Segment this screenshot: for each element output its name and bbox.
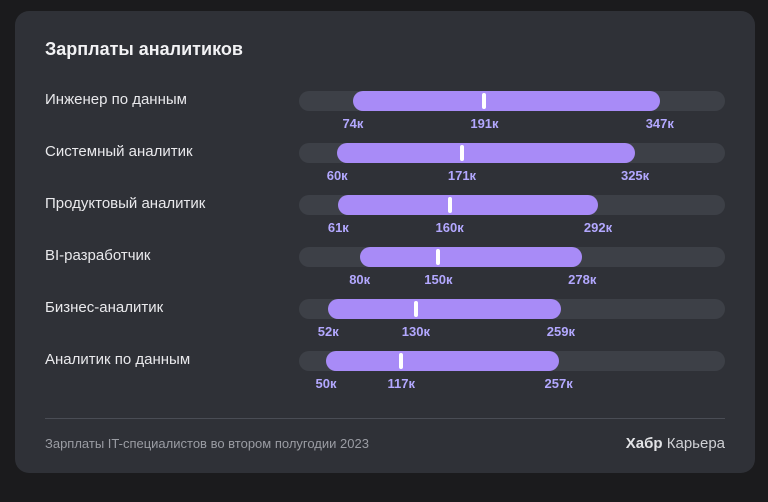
chart-row: Системный аналитик 60к 171к 325к xyxy=(15,143,755,195)
brand-logo[interactable]: Хабр Карьера xyxy=(626,435,725,452)
chart-row: Инженер по данным 74к 191к 347к xyxy=(15,91,755,143)
range-track: 52к 130к 259к xyxy=(299,299,725,339)
category-label: Аналитик по данным xyxy=(45,351,191,368)
min-value-label: 60к xyxy=(326,168,348,183)
median-marker xyxy=(436,249,441,265)
min-value-label: 61к xyxy=(327,220,349,235)
range-track: 80к 150к 278к xyxy=(299,247,725,287)
range-track: 60к 171к 325к xyxy=(299,143,725,183)
median-value-label: 191к xyxy=(470,116,499,131)
min-value-label: 52к xyxy=(317,324,339,339)
max-value-label: 325к xyxy=(620,168,650,183)
min-value-label: 74к xyxy=(342,116,364,131)
max-value-label: 257к xyxy=(544,376,573,391)
max-value-label: 278к xyxy=(568,272,597,287)
median-value-label: 171к xyxy=(447,168,477,183)
salary-range-bar xyxy=(325,351,559,371)
chart-title: Зарплаты аналитиков xyxy=(45,39,243,59)
median-marker xyxy=(399,353,404,369)
chart-row: BI-разработчик 80к 150к 278к xyxy=(15,247,755,299)
category-label: Бизнес-аналитик xyxy=(45,299,164,316)
brand-name-strong: Хабр xyxy=(625,435,663,452)
footer-note: Зарплаты IT-специалистов во втором полуг… xyxy=(45,436,369,451)
salary-range-bar xyxy=(328,299,561,319)
chart-rows: Инженер по данным 74к 191к 347к Системный ан… xyxy=(15,11,755,411)
brand-name-rest: Карьера xyxy=(666,435,725,452)
chart-row: Аналитик по данным 50к 117к 257к xyxy=(15,351,755,403)
median-value-label: 150к xyxy=(424,272,453,287)
salary-range-bar xyxy=(352,91,660,111)
max-value-label: 347к xyxy=(645,116,674,131)
salary-range-bar xyxy=(338,195,598,215)
category-label: Системный аналитик xyxy=(45,143,193,160)
median-value-label: 130к xyxy=(401,324,430,339)
median-marker xyxy=(459,145,464,161)
max-value-label: 259к xyxy=(546,324,575,339)
salary-card: Зарплаты аналитиков Инженер по данным 74к… xyxy=(15,11,755,473)
salary-range-bar xyxy=(337,143,636,163)
category-label: Продуктовый аналитик xyxy=(45,195,206,212)
median-value-label: 160к xyxy=(435,220,464,235)
range-track: 50к 117к 257к xyxy=(299,351,725,391)
range-track: 74к 191к 347к xyxy=(299,91,725,131)
median-marker xyxy=(413,301,418,317)
max-value-label: 292к xyxy=(583,220,613,235)
median-value-label: 117к xyxy=(387,376,416,391)
salary-range-bar xyxy=(359,247,583,267)
category-label: Инженер по данным xyxy=(45,91,187,108)
min-value-label: 80к xyxy=(349,272,371,287)
min-value-label: 50к xyxy=(315,376,337,391)
range-track: 61к 160к 292к xyxy=(299,195,725,235)
median-marker xyxy=(447,197,452,213)
chart-row: Продуктовый аналитик 61к 160к 292к xyxy=(15,195,755,247)
chart-row: Бизнес-аналитик 52к 130к 259к xyxy=(15,299,755,351)
median-marker xyxy=(482,93,487,109)
footer-divider xyxy=(45,418,725,419)
category-label: BI-разработчик xyxy=(45,247,151,264)
